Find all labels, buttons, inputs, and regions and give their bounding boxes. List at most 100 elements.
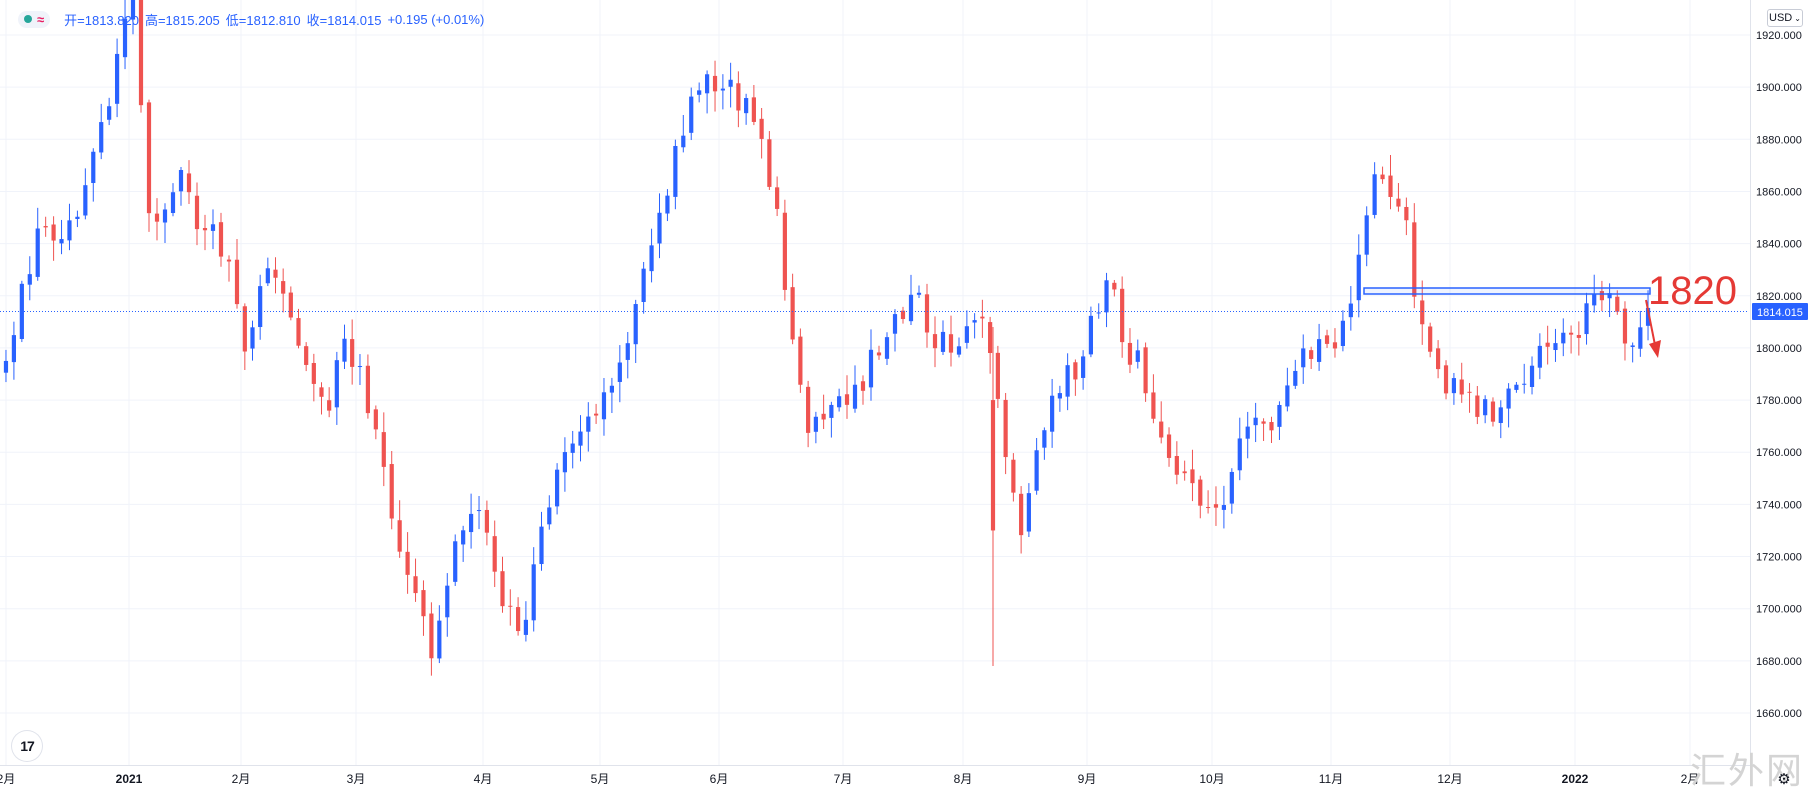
candle-down	[51, 224, 56, 241]
y-tick-label: 1720.000	[1756, 552, 1802, 564]
candle-down	[736, 83, 741, 111]
candle-up	[1506, 388, 1511, 409]
candle-up	[99, 122, 104, 153]
legend-high: 高=1815.205	[144, 12, 220, 28]
candle-up	[476, 510, 482, 512]
candle-up	[1081, 356, 1086, 378]
candle-down	[594, 413, 599, 416]
candle-down	[1420, 300, 1425, 325]
candle-up	[1537, 345, 1542, 368]
candle-up	[617, 362, 622, 382]
tradingview-logo[interactable]: 17	[12, 731, 42, 761]
candle-down	[775, 187, 780, 209]
candle-up	[586, 416, 591, 432]
candle-down	[860, 381, 866, 391]
candle-up	[170, 192, 176, 214]
candle-down	[1490, 401, 1496, 422]
y-tick-label: 1780.000	[1756, 395, 1802, 407]
x-tick-label: 5月	[591, 772, 610, 786]
candle-down	[844, 394, 850, 405]
candle-up	[705, 74, 710, 94]
candle-down	[1073, 362, 1078, 380]
grid-lines	[0, 0, 1750, 765]
candle-down	[988, 322, 993, 354]
candle-down	[990, 400, 996, 531]
candle-down	[1428, 326, 1433, 352]
x-tick-label: 7月	[834, 772, 853, 786]
candle-down	[806, 386, 811, 433]
candle-down	[1011, 459, 1016, 493]
candle-up	[1630, 345, 1635, 347]
candle-down	[712, 75, 718, 92]
candle-down	[1261, 421, 1266, 424]
annotation-layer: 1820	[0, 269, 1749, 358]
candle-up	[657, 212, 662, 244]
y-tick-label: 1840.000	[1756, 239, 1802, 251]
x-tick-label: 9月	[1078, 772, 1097, 786]
candle-down	[373, 409, 378, 430]
candle-up	[1237, 438, 1242, 471]
ohlc-legend: ≈ 开=1813.820 高=1815.205 低=1812.810 收=181…	[18, 10, 484, 28]
gear-icon[interactable]: ⚙	[1777, 771, 1791, 788]
price-scale-background	[1750, 0, 1819, 795]
candle-up	[1065, 365, 1070, 397]
y-tick-label: 1680.000	[1756, 656, 1802, 668]
candle-up	[162, 209, 168, 223]
candle-down	[1127, 342, 1133, 365]
down-arrow-icon	[1645, 299, 1661, 358]
x-tick-label: 10月	[1199, 772, 1224, 786]
candle-up	[837, 396, 842, 408]
candle-up	[1221, 505, 1226, 510]
x-tick-label: 2021	[116, 772, 143, 786]
series-visibility-toggle[interactable]: ≈	[18, 10, 51, 28]
y-tick-label: 1860.000	[1756, 186, 1802, 198]
candle-up	[570, 443, 575, 453]
candle-down	[273, 269, 278, 278]
candle-down	[1019, 493, 1024, 536]
candle-down	[1396, 198, 1401, 207]
candle-up	[1607, 293, 1612, 299]
candle-down	[995, 352, 1000, 399]
candle-up	[1277, 404, 1282, 427]
candle-up	[1514, 384, 1519, 390]
candle-down	[1380, 174, 1385, 180]
candle-up	[829, 404, 834, 418]
candle-up	[1096, 312, 1101, 314]
candle-down	[821, 413, 826, 420]
candle-up	[1498, 407, 1503, 423]
currency-selector[interactable]: USD ⌄	[1767, 9, 1803, 27]
candle-down	[146, 102, 152, 214]
candle-up	[1553, 343, 1558, 351]
candle-down	[1615, 296, 1620, 312]
candle-down	[186, 173, 192, 193]
candle-down	[304, 346, 309, 365]
candle-up	[728, 79, 733, 87]
candle-down	[194, 195, 200, 230]
candle-up	[1088, 315, 1094, 355]
candle-up	[681, 135, 686, 148]
annotation-1820-label: 1820	[1648, 269, 1737, 313]
candle-down	[948, 334, 954, 353]
candle-up	[908, 294, 914, 322]
candle-up	[1561, 332, 1566, 344]
candle-up	[1229, 471, 1234, 504]
currency-label: USD	[1769, 12, 1793, 24]
resistance-zone-1820	[1363, 287, 1651, 295]
candle-up	[892, 314, 898, 334]
candle-up	[1034, 450, 1039, 491]
candle-up	[1451, 378, 1457, 394]
candle-up	[531, 564, 536, 621]
x-tick-label: 12月	[1437, 772, 1462, 786]
candle-up	[130, 0, 136, 20]
candle-up	[437, 620, 442, 659]
candle-up	[868, 349, 874, 388]
candle-down	[365, 365, 371, 414]
candle-down	[1213, 504, 1219, 508]
last-price-label: 1814.015	[1757, 307, 1803, 319]
candle-up	[91, 151, 96, 183]
candle-down	[234, 259, 240, 305]
price-axis-ticks[interactable]: 1920.000 1900.000 1880.000 1860.000 1840.000…	[1756, 30, 1802, 720]
time-axis-ticks[interactable]: 2月 2021 2月 3月 4月 5月 6月 7月 8月 9月 10月 11月 12月 2022 2月	[0, 772, 1699, 786]
